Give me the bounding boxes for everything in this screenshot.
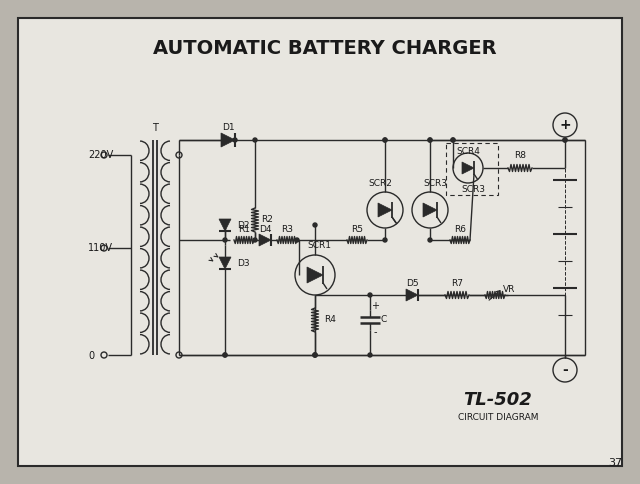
Polygon shape	[423, 203, 437, 217]
Circle shape	[451, 138, 455, 142]
Circle shape	[295, 255, 335, 295]
Text: VR: VR	[503, 286, 515, 294]
Circle shape	[101, 352, 107, 358]
Text: SCR3: SCR3	[461, 185, 485, 195]
Text: CIRCUIT DIAGRAM: CIRCUIT DIAGRAM	[458, 413, 538, 423]
Polygon shape	[462, 162, 474, 174]
Circle shape	[412, 192, 448, 228]
Circle shape	[368, 353, 372, 357]
Text: T: T	[152, 123, 158, 133]
Text: R2: R2	[261, 215, 273, 225]
Text: D5: D5	[406, 278, 419, 287]
Text: 110V: 110V	[88, 243, 113, 253]
Text: C: C	[381, 316, 387, 324]
Text: D2: D2	[237, 221, 249, 229]
Circle shape	[553, 113, 577, 137]
Circle shape	[253, 238, 257, 242]
Circle shape	[428, 138, 432, 142]
Circle shape	[563, 138, 567, 142]
Circle shape	[368, 293, 372, 297]
Text: R3: R3	[281, 225, 293, 233]
Circle shape	[101, 152, 107, 158]
Text: 0: 0	[88, 351, 94, 361]
Circle shape	[223, 353, 227, 357]
Text: SCR2: SCR2	[368, 180, 392, 188]
Circle shape	[563, 138, 567, 142]
Circle shape	[313, 353, 317, 357]
Text: +: +	[371, 301, 379, 311]
Text: D3: D3	[237, 258, 250, 268]
Text: D1: D1	[221, 123, 234, 133]
Text: SCR3: SCR3	[423, 180, 447, 188]
Bar	[446, 143, 498, 195]
Text: SCR4: SCR4	[456, 147, 480, 155]
Circle shape	[367, 192, 403, 228]
Polygon shape	[219, 257, 231, 269]
Circle shape	[383, 138, 387, 142]
Polygon shape	[259, 234, 271, 246]
Text: R8: R8	[514, 151, 526, 161]
Circle shape	[101, 245, 107, 251]
Text: SCR1: SCR1	[307, 241, 331, 249]
Text: D4: D4	[259, 225, 271, 233]
Circle shape	[451, 138, 455, 142]
Circle shape	[383, 238, 387, 242]
Circle shape	[428, 238, 432, 242]
Circle shape	[253, 138, 257, 142]
Circle shape	[223, 353, 227, 357]
Circle shape	[313, 353, 317, 357]
Text: -: -	[373, 327, 377, 337]
Circle shape	[176, 152, 182, 158]
Text: R7: R7	[451, 278, 463, 287]
Circle shape	[233, 138, 237, 142]
Polygon shape	[219, 219, 231, 231]
Text: R1: R1	[238, 225, 250, 233]
Circle shape	[223, 238, 227, 242]
Text: 220V: 220V	[88, 150, 113, 160]
Text: -: -	[562, 363, 568, 377]
Text: +: +	[559, 118, 571, 132]
Text: R5: R5	[351, 225, 363, 233]
Circle shape	[428, 138, 432, 142]
Circle shape	[553, 358, 577, 382]
Text: R4: R4	[324, 316, 336, 324]
Circle shape	[176, 352, 182, 358]
Polygon shape	[307, 267, 323, 283]
Circle shape	[383, 138, 387, 142]
Polygon shape	[406, 289, 418, 301]
Text: R6: R6	[454, 225, 466, 233]
Circle shape	[313, 223, 317, 227]
Text: TL-502: TL-502	[463, 391, 532, 409]
Text: 37: 37	[608, 458, 622, 468]
Polygon shape	[221, 133, 235, 147]
Circle shape	[453, 153, 483, 183]
Circle shape	[295, 238, 299, 242]
Text: AUTOMATIC BATTERY CHARGER: AUTOMATIC BATTERY CHARGER	[153, 39, 497, 58]
Polygon shape	[378, 203, 392, 217]
Circle shape	[313, 353, 317, 357]
